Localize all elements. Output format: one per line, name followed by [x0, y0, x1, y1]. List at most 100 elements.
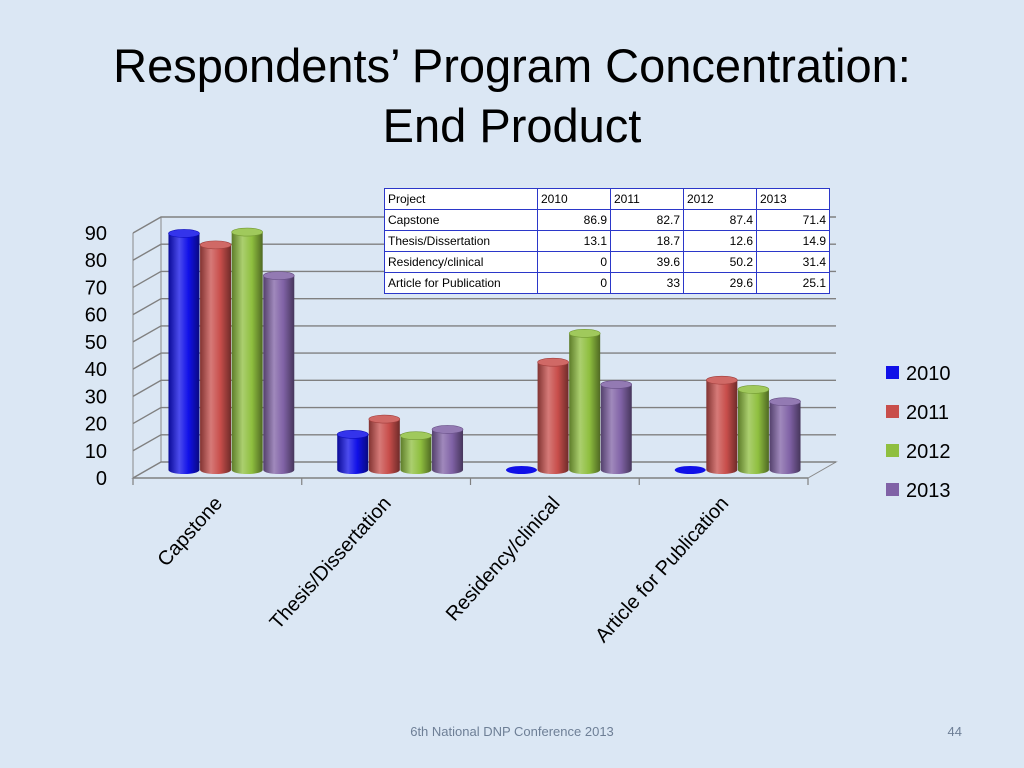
table-cell: 31.4 — [756, 251, 830, 273]
bar-top — [400, 431, 432, 441]
table-header-row: Project 2010 2011 2012 2013 — [384, 188, 830, 210]
bar — [231, 227, 263, 474]
gridline — [132, 325, 836, 343]
bar-top — [231, 227, 263, 237]
slide-title-line-2: End Product — [382, 99, 642, 152]
bar-body — [569, 333, 601, 474]
bar-top — [706, 375, 738, 385]
bar — [262, 271, 295, 474]
table-cell: 13.1 — [537, 230, 611, 252]
bar — [769, 397, 801, 474]
table-cell: 18.7 — [610, 230, 684, 252]
footer-text: 6th National DNP Conference 2013 — [410, 724, 614, 739]
bar-body — [263, 275, 295, 474]
legend-label: 2013 — [906, 480, 951, 502]
bar — [505, 466, 537, 474]
bar — [168, 229, 200, 474]
gridline — [132, 297, 836, 316]
legend-swatch — [886, 366, 899, 379]
table-cell: 14.9 — [756, 230, 830, 252]
table-row-label: Capstone — [384, 209, 538, 231]
table-row: Capstone 86.9 82.7 87.4 71.4 — [384, 209, 830, 231]
table-row-label: Residency/clinical — [384, 251, 538, 273]
bar-body — [368, 419, 400, 474]
table-cell: 25.1 — [756, 272, 830, 294]
table-cell: 39.6 — [610, 251, 684, 273]
legend-swatch — [886, 444, 899, 457]
bar-top — [168, 229, 200, 238]
bar-body — [400, 435, 432, 474]
table-cell: 87.4 — [683, 209, 757, 231]
table-header-cell: 2010 — [537, 188, 611, 210]
bar — [706, 375, 738, 474]
bar — [199, 240, 232, 474]
x-category-label: Thesis/Dissertation — [266, 493, 396, 634]
bar-top — [537, 357, 569, 367]
table-cell: 0 — [537, 251, 611, 273]
legend-item: 2010 — [886, 363, 951, 385]
x-category-label: Article for Publication — [591, 493, 733, 647]
table-cell: 29.6 — [683, 272, 757, 294]
gridline — [132, 352, 836, 370]
table-cell: 33 — [610, 272, 684, 294]
table-row: Thesis/Dissertation 13.1 18.7 12.6 14.9 — [384, 230, 830, 252]
slide-title-line-1: Respondents’ Program Concentration: — [113, 39, 911, 92]
legend-label: 2012 — [906, 441, 951, 463]
bar-body — [231, 232, 263, 474]
y-tick-label: 10 — [85, 441, 107, 463]
bar-top — [368, 414, 401, 424]
legend-label: 2011 — [906, 402, 949, 424]
bar — [568, 329, 601, 474]
legend-item: 2013 — [886, 480, 951, 502]
y-tick-label: 60 — [85, 305, 107, 327]
table-cell: 82.7 — [610, 209, 684, 231]
bar — [400, 431, 432, 474]
bar-top — [336, 430, 369, 439]
y-tick-label: 40 — [85, 359, 107, 381]
bar-top — [262, 271, 295, 280]
data-table: Project 2010 2011 2012 2013 Capstone 86.9 82.7 8… — [384, 188, 830, 294]
slide-title: Respondents’ Program Concentration: End … — [0, 36, 1024, 156]
table-header-cell: 2012 — [683, 188, 757, 210]
table-cell: 86.9 — [537, 209, 611, 231]
table-row: Residency/clinical 0 39.6 50.2 31.4 — [384, 251, 830, 273]
legend-swatch — [886, 405, 899, 418]
x-category-label: Capstone — [153, 493, 227, 571]
bar-body — [432, 429, 464, 474]
bar-top — [769, 397, 801, 406]
bar — [674, 466, 706, 474]
y-tick-label: 20 — [85, 414, 107, 436]
legend-item: 2012 — [886, 441, 951, 463]
bar-top — [199, 240, 232, 250]
bar-top — [600, 380, 633, 389]
table-cell: 0 — [537, 272, 611, 294]
y-tick-label: 0 — [96, 468, 107, 490]
table-cell: 12.6 — [683, 230, 757, 252]
table-row-label: Article for Publication — [384, 272, 538, 294]
table-cell: 50.2 — [683, 251, 757, 273]
bar-body — [706, 380, 738, 474]
bar-top — [505, 466, 537, 474]
bar-body — [337, 434, 369, 474]
bar-top — [431, 425, 464, 434]
table-header-cell: 2011 — [610, 188, 684, 210]
table-row-label: Thesis/Dissertation — [384, 230, 538, 252]
legend-swatch — [886, 483, 899, 496]
bar — [600, 380, 633, 474]
table-row: Article for Publication 0 33 29.6 25.1 — [384, 272, 830, 294]
bar-body — [600, 384, 632, 474]
bar-top — [674, 466, 706, 474]
bar — [431, 425, 464, 474]
bar — [368, 414, 401, 474]
y-tick-label: 30 — [85, 386, 107, 408]
bar — [537, 357, 569, 474]
legend-item: 2011 — [886, 402, 949, 424]
bar — [336, 430, 369, 474]
table-cell: 71.4 — [756, 209, 830, 231]
y-tick-label: 70 — [85, 277, 107, 299]
y-tick-label: 80 — [85, 250, 107, 272]
table-header-cell: Project — [384, 188, 538, 210]
bar-body — [537, 362, 569, 474]
bar-top — [737, 385, 770, 394]
